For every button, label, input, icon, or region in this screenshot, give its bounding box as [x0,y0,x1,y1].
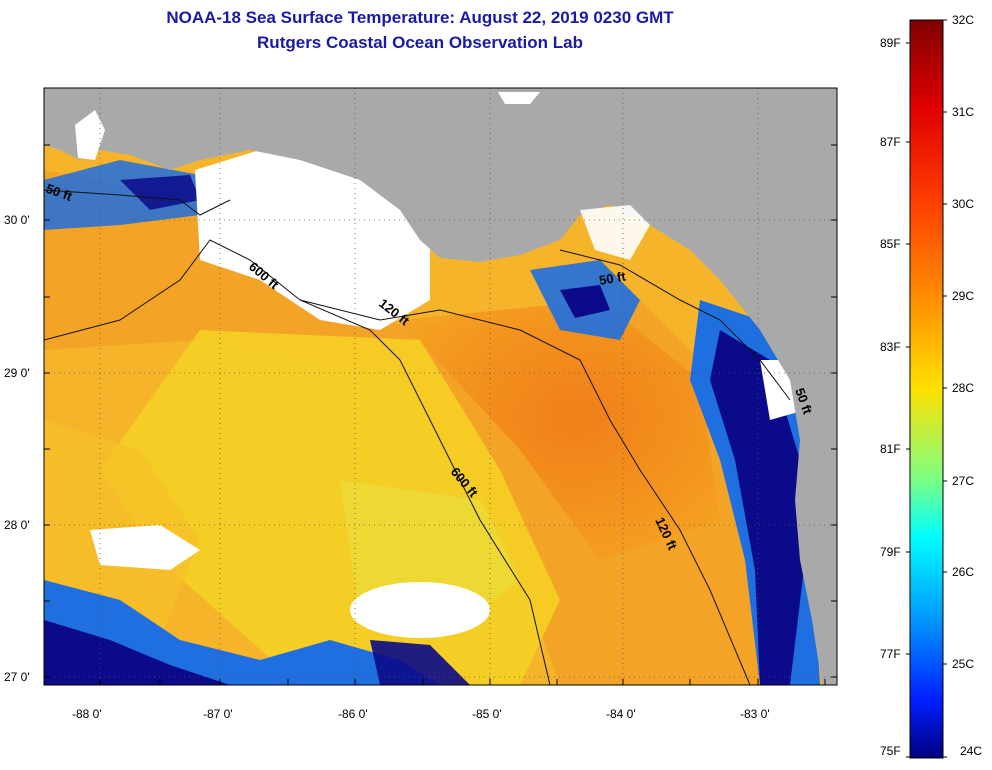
colorbar-label-c: 25C [952,657,975,671]
lon-label: -83 0' [740,707,770,721]
map-title: NOAA-18 Sea Surface Temperature: August … [166,8,674,27]
lon-label: -86 0' [338,707,368,721]
cloud-panhandle [195,150,430,330]
cold-shelf-east [710,330,805,685]
axis-ticks [44,144,837,685]
cold-south-patch [370,640,470,685]
lat-label: 29 0' [4,366,30,380]
map-subtitle: Rutgers Coastal Ocean Observation Lab [257,33,583,52]
lon-label: -87 0' [203,707,233,721]
cloud-southwest [90,525,200,570]
colorbar-label-f: 75F [880,744,901,758]
map-frame [43,87,838,686]
colorbar-label-c: 30C [952,197,975,211]
cloud-land-north [498,92,540,104]
lon-label: -88 0' [72,707,102,721]
grid [44,88,837,685]
colorbar-label-c: 28C [952,381,975,395]
cold-apalachee [560,285,610,318]
lat-label: 28 0' [4,518,30,532]
colorbar-label-f: 89F [880,36,901,50]
lon-label: -85 0' [472,707,502,721]
colorbar-ticks [906,19,947,758]
cloud-bigbend [580,205,650,260]
lon-label: -84 0' [606,707,636,721]
colorbar-label-f: 87F [880,135,901,149]
colorbar-label-c: 31C [952,105,975,119]
colorbar-label-c: 32C [952,13,975,27]
isobaths [44,189,791,685]
colorbar-label-f: 77F [880,647,901,661]
warm-core [400,300,720,560]
lat-label: 27 0' [4,670,30,684]
colorbar-label-c: 26C [952,565,975,579]
lat-label: 30 0' [4,213,30,227]
cold-northwest [120,175,200,210]
land [44,88,837,685]
colorbar-label-c: 29C [952,289,975,303]
isobath-50ft [44,189,791,401]
colorbar-label-f: 79F [880,545,901,559]
colorbar-label-f: 85F [880,237,901,251]
colorbar-label-c: 24C [960,744,983,758]
isobath-600ft [44,239,551,685]
colorbar-label-c: 27C [952,474,975,488]
cloud-south [350,582,490,638]
contour-label: 50 ft [598,268,628,288]
cold-southwest [44,620,230,685]
colorbar-label-f: 83F [880,340,901,354]
cloud-land-west [75,110,105,160]
colorbar [909,19,944,759]
colorbar-label-f: 81F [880,442,901,456]
isobath-120ft [299,299,751,685]
